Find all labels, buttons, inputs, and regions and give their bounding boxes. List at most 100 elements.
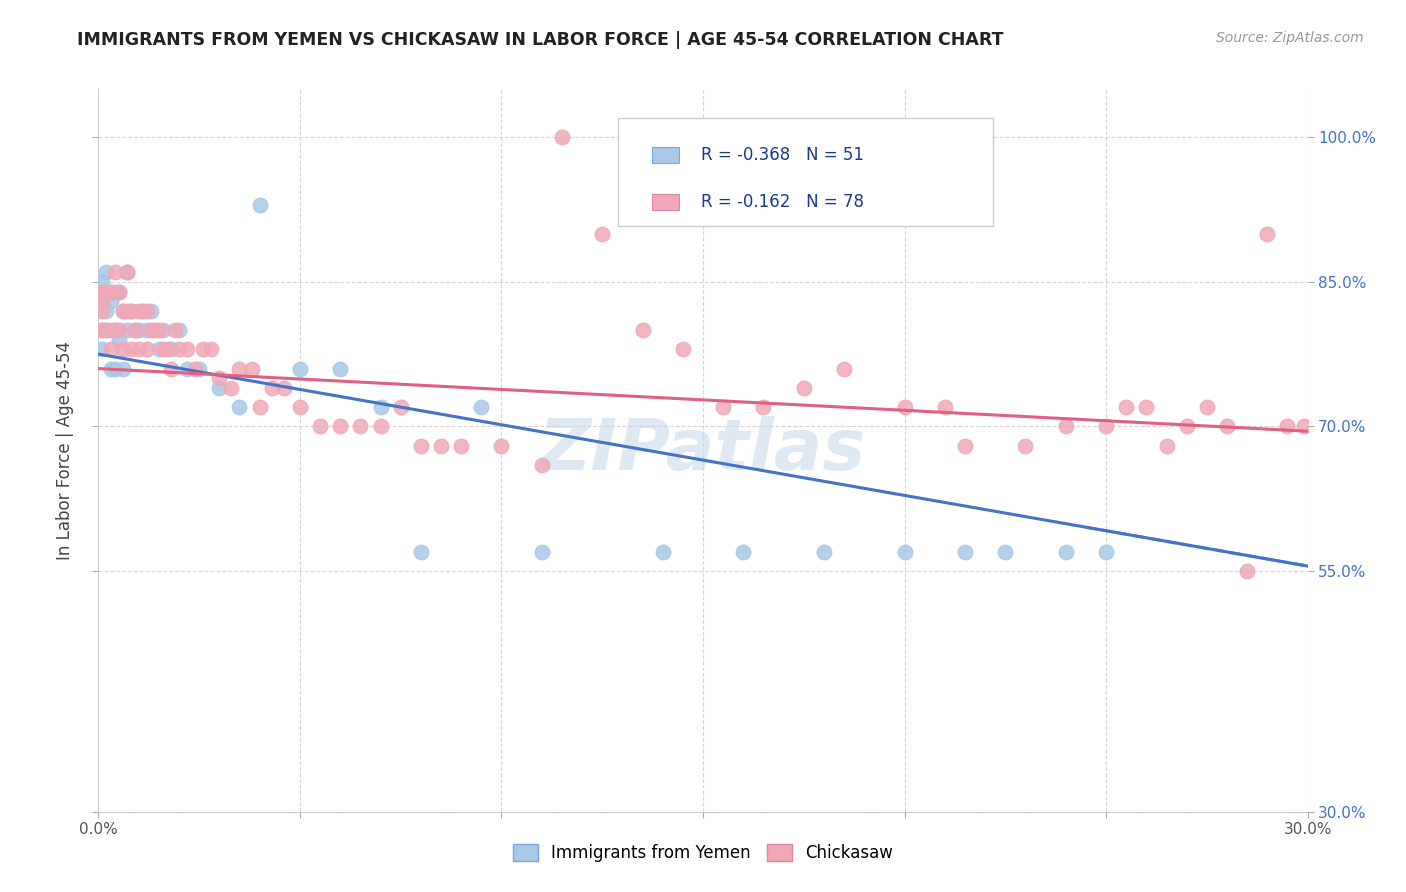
Point [91, 303, 114, 318]
Point [389, 400, 412, 414]
Point [1292, 419, 1315, 434]
Point [103, 323, 125, 337]
Point [221, 381, 243, 395]
Point [430, 439, 453, 453]
Point [1277, 419, 1299, 434]
Point [107, 285, 129, 299]
Point [651, 544, 673, 558]
Point [1156, 439, 1178, 453]
Point [160, 343, 183, 357]
Point [370, 400, 392, 414]
Point [120, 343, 142, 357]
Point [1115, 400, 1137, 414]
Point [329, 419, 352, 434]
Text: R = -0.368   N = 51: R = -0.368 N = 51 [700, 146, 863, 164]
Point [111, 303, 134, 318]
Point [128, 343, 150, 357]
Point [91, 294, 114, 309]
Point [107, 323, 129, 337]
Point [132, 303, 155, 318]
Point [111, 343, 134, 357]
Text: Source: ZipAtlas.com: Source: ZipAtlas.com [1216, 31, 1364, 45]
Legend: Immigrants from Yemen, Chickasaw: Immigrants from Yemen, Chickasaw [506, 837, 900, 869]
Point [111, 361, 134, 376]
Point [349, 419, 371, 434]
Text: R = -0.162   N = 78: R = -0.162 N = 78 [700, 194, 863, 211]
Point [128, 323, 150, 337]
Point [370, 419, 392, 434]
Point [1135, 400, 1157, 414]
Point [631, 323, 654, 337]
Point [208, 381, 231, 395]
Point [530, 458, 553, 472]
Point [551, 130, 574, 145]
Point [103, 265, 125, 279]
Point [260, 381, 283, 395]
Point [793, 381, 815, 395]
Point [100, 285, 122, 299]
Point [672, 343, 695, 357]
Point [132, 303, 155, 318]
Point [152, 323, 174, 337]
Point [1175, 419, 1198, 434]
Point [409, 439, 432, 453]
Point [934, 400, 956, 414]
Point [91, 343, 114, 357]
Point [288, 361, 311, 376]
Point [1195, 400, 1218, 414]
Point [249, 400, 271, 414]
Point [200, 343, 222, 357]
Point [115, 303, 138, 318]
Point [139, 303, 162, 318]
Point [1014, 439, 1036, 453]
Point [91, 285, 114, 299]
Bar [652, 147, 679, 163]
FancyBboxPatch shape [619, 118, 993, 227]
Point [1256, 227, 1278, 241]
Point [124, 323, 146, 337]
Point [329, 361, 352, 376]
Point [96, 285, 118, 299]
Point [148, 343, 170, 357]
Point [591, 227, 613, 241]
Point [733, 544, 755, 558]
Point [176, 343, 198, 357]
Text: ZIPatlas: ZIPatlas [540, 416, 866, 485]
Point [100, 323, 122, 337]
Point [470, 400, 492, 414]
Point [100, 294, 122, 309]
Point [167, 323, 190, 337]
Point [160, 361, 183, 376]
Point [530, 544, 553, 558]
Point [228, 361, 250, 376]
Point [115, 323, 138, 337]
Point [1095, 419, 1118, 434]
Bar [652, 194, 679, 211]
Point [813, 544, 835, 558]
Point [100, 285, 122, 299]
Point [1095, 544, 1118, 558]
Y-axis label: In Labor Force | Age 45-54: In Labor Force | Age 45-54 [56, 341, 75, 560]
Point [96, 265, 118, 279]
Point [752, 400, 775, 414]
Point [135, 343, 157, 357]
Point [115, 265, 138, 279]
Point [111, 303, 134, 318]
Point [249, 198, 271, 212]
Point [893, 400, 915, 414]
Point [128, 303, 150, 318]
Point [103, 361, 125, 376]
Point [1216, 419, 1239, 434]
Point [240, 361, 263, 376]
Point [143, 323, 166, 337]
Point [135, 323, 157, 337]
Point [450, 439, 472, 453]
Point [148, 323, 170, 337]
Point [832, 361, 855, 376]
Point [163, 323, 186, 337]
Point [103, 285, 125, 299]
Point [91, 285, 114, 299]
Point [193, 343, 215, 357]
Point [953, 544, 976, 558]
Point [188, 361, 211, 376]
